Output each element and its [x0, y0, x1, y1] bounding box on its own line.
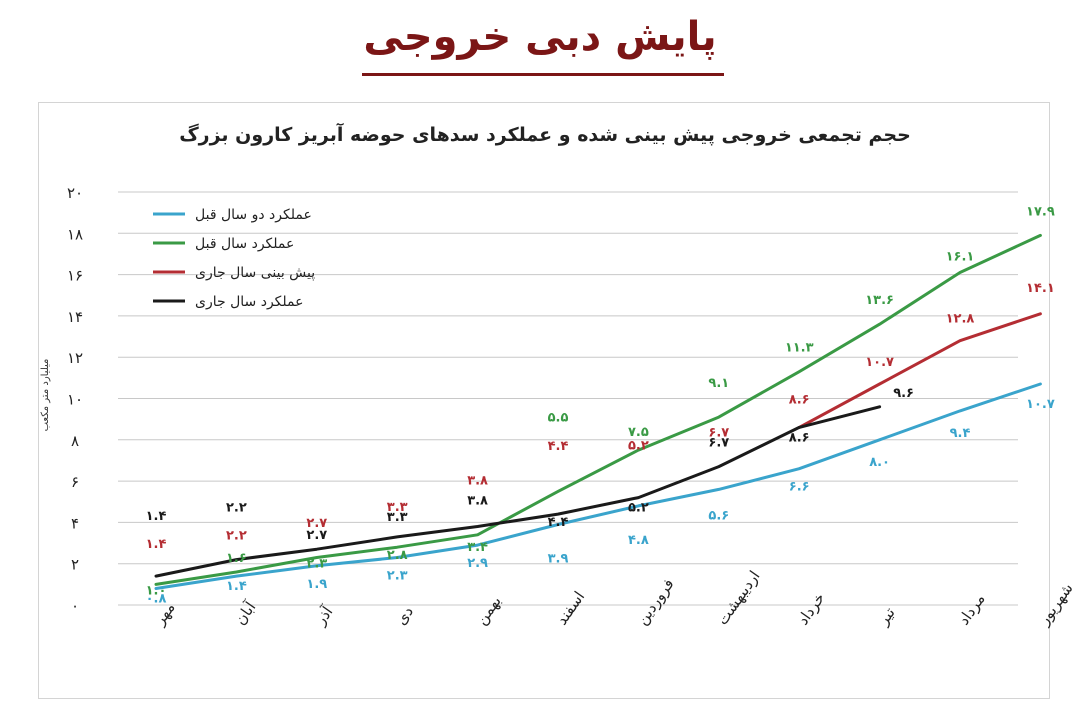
y-tick-label: ۸ [71, 432, 79, 450]
y-tick-label: ۲ [71, 556, 79, 574]
data-label: ۳.۳ [387, 500, 408, 515]
data-label: ۹.۴ [950, 426, 971, 441]
y-tick-label: ۱۰ [67, 391, 83, 409]
x-tick-label: آذر [311, 602, 337, 629]
legend-label: عملکرد دو سال قبل [195, 207, 312, 223]
x-tick-label: اردیبهشت [713, 567, 763, 628]
y-tick-label: ۱۴ [67, 308, 83, 326]
chart-frame [38, 102, 1050, 699]
y-tick-label: ۱۸ [67, 225, 83, 243]
data-label: ۲.۳ [387, 569, 408, 584]
data-label: ۱۶.۱ [946, 250, 975, 265]
data-label: ۱۰.۷ [865, 355, 894, 370]
data-label: ۸.۶ [789, 430, 810, 445]
data-label: ۳.۸ [467, 494, 488, 509]
y-axis-label: میلیارد متر مکعب [40, 359, 51, 432]
data-label: ۴.۸ [628, 533, 649, 548]
series-line [797, 312, 1042, 429]
data-label: ۱.۴ [146, 537, 167, 552]
y-tick-label: ۱۲ [67, 349, 83, 367]
data-label: ۱۳.۶ [865, 293, 894, 308]
x-tick-label: تیر [874, 604, 899, 629]
y-tick-label: ۴ [71, 514, 79, 532]
data-label: ۶.۷ [708, 426, 729, 441]
data-label: ۲.۷ [306, 528, 327, 543]
data-label: ۰.۸ [146, 591, 167, 606]
data-label: ۱.۴ [226, 579, 247, 594]
x-tick-label: دی [392, 603, 417, 628]
title-underline [362, 73, 724, 76]
data-label: ۱.۴ [146, 509, 167, 524]
x-tick-label: اسفند [553, 588, 589, 628]
legend-label: عملکرد سال قبل [195, 236, 294, 252]
data-label: ۱۱.۳ [785, 341, 814, 356]
data-label: ۷.۵ [628, 425, 649, 440]
x-tick-label: مرداد [955, 590, 989, 628]
data-label: ۹.۶ [893, 386, 914, 401]
data-label: ۱۴.۱ [1026, 281, 1055, 296]
y-tick-label: ۰ [71, 597, 79, 615]
data-label: ۲.۳ [306, 557, 327, 572]
y-tick-label: ۲۰ [67, 184, 83, 202]
data-label: ۳.۸ [467, 474, 488, 489]
data-label: ۱.۰ [146, 583, 167, 598]
data-label: ۳.۴ [467, 540, 488, 555]
data-label: ۵.۵ [548, 410, 569, 425]
data-label: ۵.۶ [708, 508, 729, 523]
x-tick-label: شهریور [1034, 580, 1076, 630]
series-line [154, 382, 1042, 590]
data-label: ۹.۱ [708, 376, 729, 391]
data-label: ۱.۶ [226, 551, 247, 566]
x-tick-label: خرداد [794, 589, 829, 628]
page-title: پایش دبی خروجی [363, 14, 717, 60]
data-label: ۵.۲ [628, 501, 649, 516]
data-label: ۸.۰ [869, 455, 890, 470]
y-tick-label: ۶ [71, 473, 79, 491]
data-label: ۲.۲ [226, 501, 247, 516]
data-label: ۳.۳ [387, 510, 408, 525]
data-label: ۴.۴ [548, 515, 569, 530]
data-label: ۵.۲ [628, 439, 649, 454]
x-tick-label: فروردین [633, 575, 678, 628]
y-tick-label: ۱۶ [67, 267, 83, 285]
legend-label: پیش بینی سال جاری [195, 265, 315, 281]
data-label: ۱۲.۸ [946, 312, 975, 327]
data-label: ۱۷.۹ [1026, 204, 1055, 219]
x-tick-label: آبان [231, 598, 260, 629]
data-label: ۳.۹ [548, 551, 569, 566]
series-line [154, 405, 882, 578]
data-label: ۲.۹ [467, 556, 488, 571]
data-label: ۸.۶ [789, 392, 810, 407]
data-label: ۲.۲ [226, 529, 247, 544]
chart-title: حجم تجمعی خروجی پیش بینی شده و عملکرد سد… [179, 122, 911, 146]
series-line [154, 233, 1042, 586]
data-label: ۶.۶ [789, 480, 810, 495]
data-label: ۱۰.۷ [1026, 397, 1055, 412]
legend-label: عملکرد سال جاری [195, 294, 303, 310]
x-tick-label: بهمن [472, 592, 505, 628]
data-label: ۲.۸ [387, 548, 408, 563]
data-label: ۶.۷ [708, 436, 729, 451]
data-label: ۲.۷ [306, 516, 327, 531]
data-label: ۴.۴ [548, 439, 569, 454]
data-label: ۱.۹ [306, 577, 327, 592]
